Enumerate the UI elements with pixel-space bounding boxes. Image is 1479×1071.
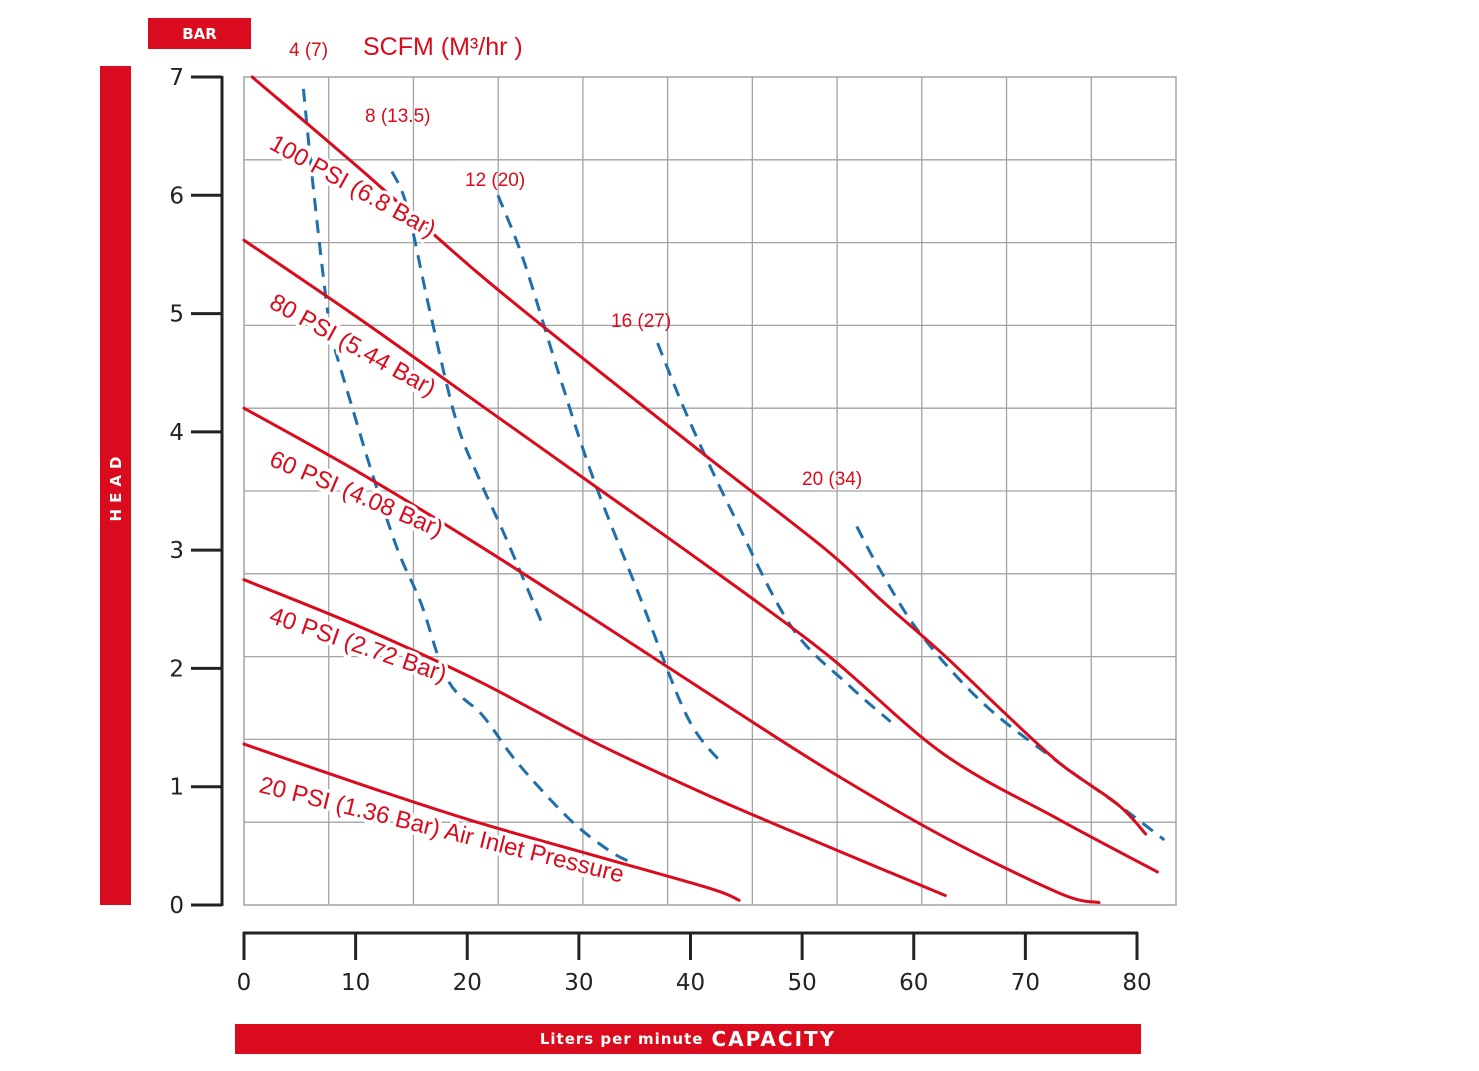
y-tick-label: 7 [169, 65, 184, 91]
x-tick-label: 40 [676, 970, 705, 996]
grid [243, 76, 1177, 906]
air-curve-unlabeled-5 [333, 348, 635, 865]
x-tick-label: 70 [1011, 970, 1040, 996]
y-tick-label: 0 [169, 893, 184, 919]
air-label-16-27: 16 (27) [611, 311, 671, 332]
air-curve-12-20 [496, 194, 723, 765]
x-tick-label: 30 [564, 970, 593, 996]
pressure-label-40-psi-2-72-bar: 40 PSI (2.72 Bar) [266, 602, 450, 688]
air-label-8-13-5: 8 (13.5) [365, 106, 430, 127]
y-tick-label: 4 [169, 420, 184, 446]
y-tick-label: 6 [169, 183, 184, 209]
y-tick-label: 5 [169, 302, 184, 328]
x-tick-label: 80 [1122, 970, 1151, 996]
y-tick-label: 1 [169, 775, 184, 801]
pressure-curve-40-psi-2-72-bar [242, 578, 947, 897]
x-tick-label: 10 [341, 970, 370, 996]
air-pressure-curves [242, 75, 1159, 905]
pressure-curve-80-psi-5-44-bar [242, 238, 1159, 874]
x-axis-title-prefix: Liters per minute [539, 1030, 704, 1048]
pressure-curve-60-psi-4-08-bar [242, 406, 1101, 905]
y-axis-title-bar: HEAD [100, 66, 131, 905]
y-unit-badge: BAR [148, 18, 251, 49]
air-consumption-title: SCFM (M³/hr ) [363, 33, 523, 61]
x-tick-label: 60 [899, 970, 928, 996]
x-axis-title-bar: Liters per minute CAPACITY [235, 1024, 1141, 1054]
pressure-curve-100-psi-6-8-bar [250, 75, 1148, 836]
y-tick-label: 2 [169, 656, 184, 682]
air-label-4-7: 4 (7) [289, 40, 328, 61]
pressure-label-20-psi-1-36-bar-air-inlet-pressure: 20 PSI (1.36 Bar) Air Inlet Pressure [257, 772, 627, 889]
y-unit-label: BAR [182, 24, 217, 43]
air-curve-8-13-5 [390, 170, 543, 622]
air-label-20-34: 20 (34) [802, 469, 862, 490]
air-curve-16-27 [656, 342, 892, 723]
x-tick-label: 50 [787, 970, 816, 996]
air-curve-20-34 [855, 525, 1166, 842]
pressure-label-60-psi-4-08-bar: 60 PSI (4.08 Bar) [266, 446, 447, 543]
y-tick-label: 3 [169, 538, 184, 564]
air-label-12-20: 12 (20) [465, 170, 525, 191]
x-tick-label: 0 [237, 970, 252, 996]
pressure-curve-20-psi-1-36-bar-air-inlet-pressure [242, 742, 741, 902]
x-axis-title: CAPACITY [711, 1027, 837, 1051]
x-tick-label: 20 [453, 970, 482, 996]
